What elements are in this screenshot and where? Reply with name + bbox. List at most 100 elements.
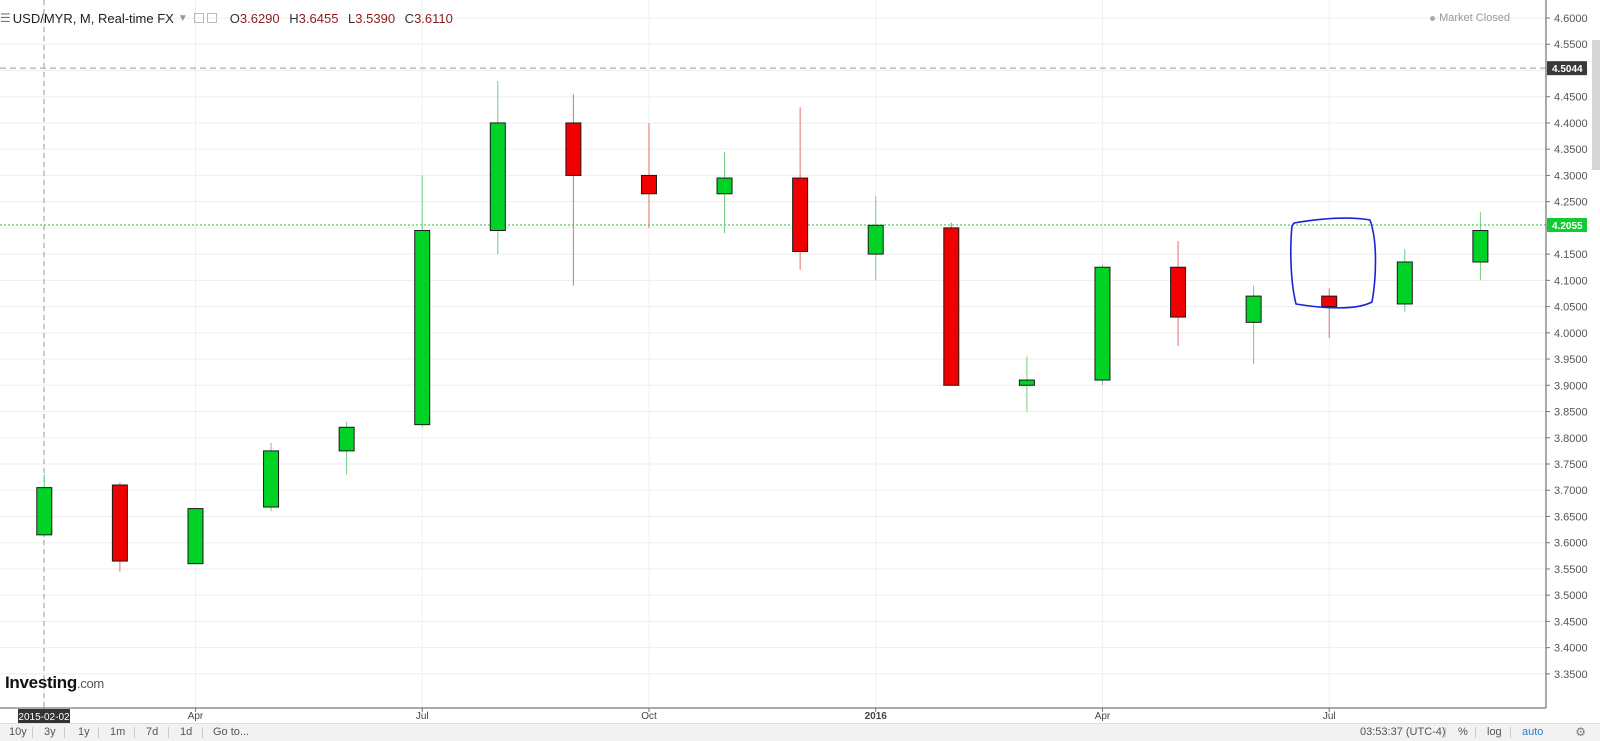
candle-body — [1094, 266, 1111, 381]
log-toggle[interactable]: log — [1487, 726, 1502, 738]
candle-body — [1321, 295, 1338, 308]
range-1m-button[interactable]: 1m — [110, 726, 126, 738]
gear-icon[interactable]: ⚙ — [1575, 725, 1586, 739]
x-tick-label: Apr — [1095, 711, 1111, 722]
candles — [36, 80, 1564, 572]
candle-body — [338, 426, 355, 452]
close-label: C — [404, 10, 415, 26]
logo-domain: .com — [76, 676, 104, 691]
y-tick-label: 3.6000 — [1554, 538, 1588, 550]
eye-icon[interactable] — [193, 13, 204, 23]
price-scale-scrollbar[interactable] — [1592, 40, 1600, 170]
price-badge-label: 4.2055 — [1552, 221, 1583, 232]
y-tick-label: 4.4000 — [1554, 118, 1588, 130]
y-tick-label: 3.7000 — [1554, 485, 1588, 497]
divider — [64, 727, 65, 738]
range-1y-button[interactable]: 1y — [78, 726, 90, 738]
y-tick-label: 4.6000 — [1554, 13, 1588, 25]
reference-lines — [0, 0, 1546, 708]
gridlines — [0, 0, 1557, 708]
divider — [134, 727, 135, 738]
candle-body — [565, 122, 582, 176]
divider — [32, 727, 33, 738]
candle-body — [36, 487, 53, 536]
goto-button[interactable]: Go to... — [213, 726, 250, 738]
candle-body — [1018, 379, 1035, 386]
divider — [1475, 727, 1476, 738]
chart-header: ☰ USD/MYR, M, Real-time FX ▼ O3.6290 H3.… — [0, 8, 453, 28]
menu-icon[interactable]: ☰ — [0, 11, 11, 25]
x-tick-label: 2015-02-02 — [18, 712, 70, 723]
y-tick-label: 4.0500 — [1554, 302, 1588, 314]
x-crosshair-label-bg — [18, 709, 70, 723]
candle-body — [111, 484, 128, 562]
market-status: Market Closed — [1430, 12, 1510, 24]
high-price-badge — [1547, 61, 1587, 76]
y-tick-label: 3.9500 — [1554, 354, 1588, 366]
candle-body — [1396, 261, 1413, 305]
y-tick-label: 4.4500 — [1554, 92, 1588, 104]
low-value: 3.5390 — [355, 10, 396, 26]
bottom-toolbar: 10y 3y 1y 1m 7d 1d Go to... 03:53:37 (UT… — [0, 723, 1600, 741]
candle-body — [1170, 266, 1187, 318]
candle-body — [943, 227, 960, 386]
y-tick-label: 3.4000 — [1554, 643, 1588, 655]
y-tick-label: 4.1000 — [1554, 275, 1588, 287]
range-1d-button[interactable]: 1d — [180, 726, 193, 738]
price-axis-panel — [1546, 0, 1600, 723]
divider — [1510, 727, 1511, 738]
y-tick-label: 4.1500 — [1554, 249, 1588, 261]
candle-body — [1245, 295, 1262, 323]
settings-icon[interactable] — [206, 13, 217, 23]
chevron-down-icon[interactable]: ▼ — [177, 12, 188, 24]
hand-drawn-box-annotation — [1290, 217, 1377, 309]
y-tick-label: 4.3500 — [1554, 144, 1588, 156]
auto-toggle[interactable]: auto — [1522, 726, 1544, 738]
x-tick-label: Jul — [1323, 711, 1336, 722]
divider — [1445, 727, 1446, 738]
price-chart[interactable]: 2015-02-02AprJulOct2016AprJulOct2017AprJ… — [0, 0, 1600, 723]
logo-brand: Investing — [5, 673, 77, 692]
symbol-title[interactable]: USD/MYR, M, Real-time FX — [12, 10, 174, 26]
x-tick-label: Oct — [641, 711, 657, 722]
open-value: 3.6290 — [239, 10, 280, 26]
y-tick-label: 3.4500 — [1554, 616, 1588, 628]
y-tick-label: 3.9000 — [1554, 380, 1588, 392]
market-status-text: Market Closed — [1439, 12, 1510, 24]
ohlc-readout: O3.6290 H3.6455 L3.5390 C3.6110 — [230, 11, 453, 26]
y-tick-label: 4.2500 — [1554, 197, 1588, 209]
candle-body — [867, 224, 884, 255]
price-badge-label: 4.5044 — [1552, 64, 1583, 75]
y-tick-label: 4.5500 — [1554, 39, 1588, 51]
y-tick-label: 3.8500 — [1554, 407, 1588, 419]
y-axis[interactable]: 3.3500 3.4000 3.4500 3.5000 3.5500 3.6000 3.65… — [1545, 0, 1600, 723]
range-7d-button[interactable]: 7d — [146, 726, 159, 738]
x-tick-label: Apr — [188, 711, 204, 722]
divider — [202, 727, 203, 738]
candle-body — [187, 508, 204, 565]
low-label: L — [348, 10, 356, 26]
y-tick-label: 3.6500 — [1554, 511, 1588, 523]
x-tick-label: Jul — [416, 711, 429, 722]
investing-logo: Investing.com — [5, 673, 104, 693]
last-price-badge — [1547, 217, 1587, 232]
y-tick-label: 3.8000 — [1554, 433, 1588, 445]
range-3y-button[interactable]: 3y — [44, 726, 56, 738]
percent-toggle[interactable]: % — [1458, 726, 1468, 738]
status-dot-icon — [1430, 15, 1436, 21]
y-tick-label: 3.7500 — [1554, 459, 1588, 471]
range-10y-button[interactable]: 10y — [9, 726, 27, 738]
candle-body — [489, 122, 506, 232]
candle-body — [1472, 230, 1489, 263]
y-tick-label: 4.0000 — [1554, 328, 1588, 340]
high-label: H — [289, 10, 299, 26]
y-tick-label: 4.3000 — [1554, 170, 1588, 182]
y-tick-label: 3.3500 — [1554, 669, 1588, 681]
candle-body — [640, 174, 657, 195]
high-value: 3.6455 — [298, 10, 339, 26]
y-tick-label: 3.5500 — [1554, 564, 1588, 576]
candle-body — [414, 230, 431, 426]
close-value: 3.6110 — [414, 10, 453, 26]
divider — [168, 727, 169, 738]
